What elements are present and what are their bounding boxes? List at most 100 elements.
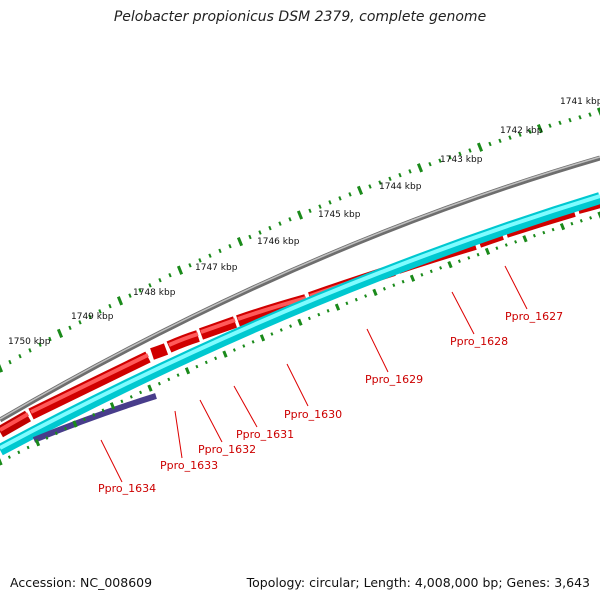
scale-tick-41 [408,169,412,174]
inner-tick-24 [222,350,228,358]
gene-label-ppro-1632[interactable]: Ppro_1632 [198,443,256,456]
inner-tick-2 [17,450,21,455]
scale-tick-56 [558,120,562,126]
scale-label-1750: 1750 kbp [8,337,51,347]
scale-tick-52 [518,132,522,137]
inner-tick-23 [214,356,218,361]
highlight-gene-ppro-1634[interactable] [32,393,157,443]
scale-label-1745: 1745 kbp [318,210,361,220]
gene-label-ppro-1628[interactable]: Ppro_1628 [450,335,508,348]
forward-gene-3[interactable] [150,343,169,360]
scale-tick-28 [278,221,282,226]
inner-tick-13 [120,399,124,404]
scale-tick-44 [438,158,442,163]
inner-tick-18 [167,377,171,382]
scale-tick-11 [108,303,112,309]
inner-tick-11 [101,408,105,413]
scale-tick-16 [158,277,162,283]
inner-tick-51 [476,252,480,257]
scale-tick-2 [18,353,22,359]
gene-label-ppro-1627[interactable]: Ppro_1627 [505,310,563,323]
inner-tick-39 [364,294,368,298]
inner-tick-28 [259,334,266,342]
inner-tick-30 [279,328,283,332]
gene-label-ppro-1631[interactable]: Ppro_1631 [236,428,294,441]
inner-tick-20 [184,367,191,375]
inner-tick-9 [82,417,86,422]
leader-ppro-1631 [233,385,258,428]
inner-tick-54 [504,243,508,247]
scale-tick-39 [388,176,392,182]
scale-tick-26 [258,230,262,235]
scale-labels: 1741 kbp 1742 kbp 1743 kbp 1744 kbp 1745… [8,97,600,347]
scale-tick-42 [416,163,424,173]
inner-tick-40 [372,288,378,297]
inner-tick-59 [551,227,555,232]
leader-ppro-1632 [199,399,223,443]
inner-tick-19 [176,373,180,377]
leader-ppro-1627 [504,265,528,310]
inner-tick-5 [45,436,49,440]
inner-tick-48 [447,260,453,269]
inner-tick-31 [289,324,293,328]
leader-ppro-1634 [100,439,123,483]
scale-tick-40 [398,172,402,178]
inner-tick-57 [532,233,536,238]
scale-tick-45 [448,155,452,160]
gene-label-ppro-1630[interactable]: Ppro_1630 [284,408,342,421]
scale-label-1741: 1741 kbp [560,97,600,107]
scale-tick-3 [28,348,32,353]
leader-ppro-1629 [366,328,389,373]
gene-label-ppro-1633[interactable]: Ppro_1633 [160,459,218,472]
inner-tick-56 [522,235,528,243]
scale-tick-0 [0,363,4,373]
inner-tick-42 [392,283,396,287]
scale-tick-46 [458,151,462,157]
inner-tick-1 [7,455,11,459]
inner-tick-55 [514,240,518,244]
scale-tick-22 [218,248,222,254]
scale-tick-10 [98,309,102,314]
scale-tick-23 [228,243,232,249]
leader-ppro-1630 [286,363,309,407]
scale-tick-47 [468,148,472,153]
scale-label-1742: 1742 kbp [500,126,543,136]
scale-tick-8 [78,320,82,325]
inner-tick-46 [429,269,433,274]
scale-tick-50 [498,138,502,144]
inner-tick-44 [409,274,416,282]
inner-tick-3 [26,445,30,450]
scale-tick-32 [318,204,322,209]
scale-tick-27 [268,225,272,231]
gene-label-ppro-1629[interactable]: Ppro_1629 [365,373,423,386]
inner-tick-21 [195,364,199,369]
scale-tick-54 [536,123,544,134]
scale-label-1743: 1743 kbp [440,155,483,165]
scale-tick-57 [568,117,572,123]
scale-tick-4 [38,342,42,347]
scale-tick-38 [378,180,382,185]
scale-tick-9 [88,314,92,320]
scale-tick-12 [116,296,124,306]
inner-tick-60 [559,222,566,231]
inner-tick-33 [307,316,311,321]
inner-tick-17 [157,381,161,386]
gene-label-ppro-1634[interactable]: Ppro_1634 [98,482,156,495]
inner-tick-29 [270,332,274,336]
scale-tick-19 [188,263,192,268]
scale-tick-37 [368,184,372,189]
scale-tick-33 [328,200,332,205]
inner-tick-58 [542,230,546,235]
scale-tick-29 [288,217,292,222]
inner-tick-22 [204,360,208,365]
inner-tick-6 [54,431,58,436]
inner-tick-45 [420,273,424,277]
accession-text: Accession: NC_008609 [10,575,153,590]
inner-tick-43 [401,279,405,284]
genome-summary-text: Topology: circular; Length: 4,008,000 bp… [246,575,590,590]
scale-tick-58 [578,115,582,120]
scale-tick-21 [208,253,212,258]
map-title: Pelobacter propionicus DSM 2379, complet… [113,9,487,25]
